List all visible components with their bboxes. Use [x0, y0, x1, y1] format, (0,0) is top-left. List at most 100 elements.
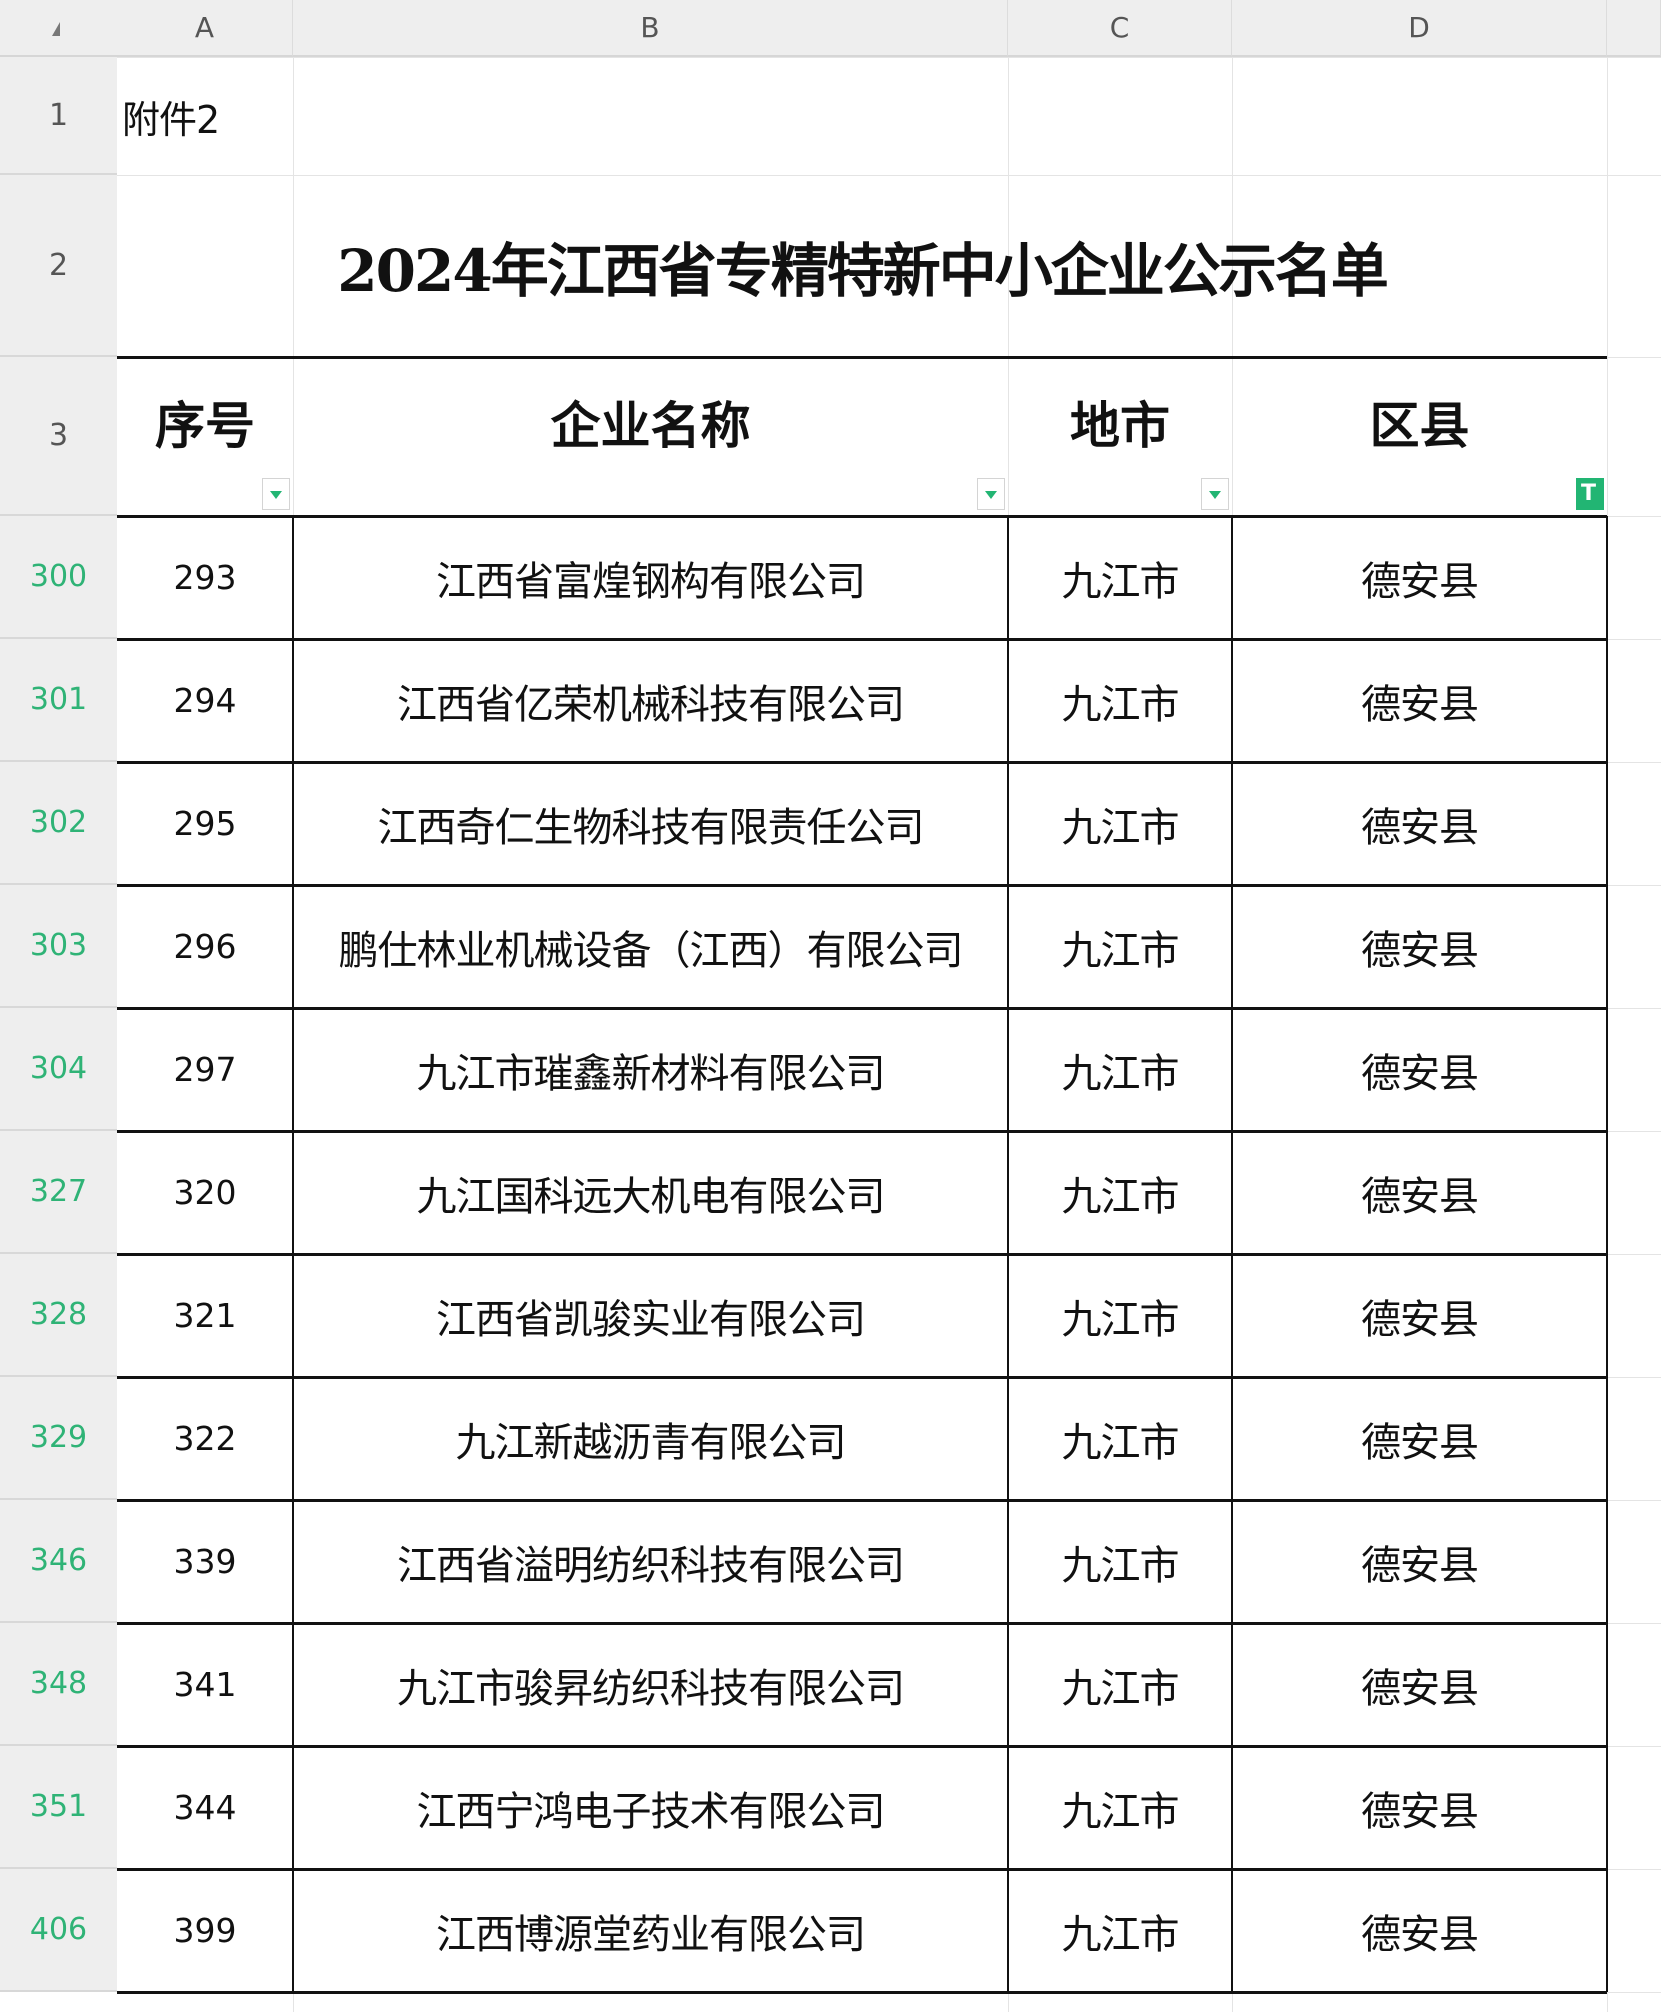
select-all-icon: [52, 22, 60, 36]
page-title: 2024年江西省专精特新中小企业公示名单: [337, 237, 1388, 305]
cell-city[interactable]: 九江市: [1061, 681, 1180, 728]
cell-company-name[interactable]: 九江市璀鑫新材料有限公司: [416, 1050, 886, 1097]
table-border: [117, 1991, 1607, 1994]
cell-county[interactable]: 德安县: [1361, 1419, 1479, 1466]
cell-company-name[interactable]: 江西省溢明纺织科技有限公司: [397, 1542, 905, 1589]
cell-company-name[interactable]: 九江新越沥青有限公司: [455, 1419, 847, 1466]
cell-city[interactable]: 九江市: [1061, 1173, 1180, 1220]
row-header[interactable]: 304: [0, 1008, 117, 1131]
cell-company-name[interactable]: 江西宁鸿电子技术有限公司: [416, 1788, 886, 1835]
column-header-d[interactable]: D: [1232, 0, 1607, 57]
cell-city[interactable]: 九江市: [1061, 1050, 1180, 1097]
cell-county[interactable]: 德安县: [1361, 1665, 1479, 1712]
cell-seq[interactable]: 320: [173, 1173, 237, 1212]
filter-active-icon[interactable]: T: [1576, 478, 1604, 510]
row-header-1[interactable]: 1: [0, 57, 117, 175]
column-header-empty[interactable]: [1607, 0, 1661, 57]
cell-company-name[interactable]: 江西省富煌钢构有限公司: [436, 558, 866, 605]
column-header-c[interactable]: C: [1008, 0, 1232, 57]
row-header-2[interactable]: 2: [0, 175, 117, 357]
cell-seq[interactable]: 341: [173, 1665, 237, 1704]
row-header[interactable]: 327: [0, 1131, 117, 1254]
filter-dropdown-icon[interactable]: [262, 478, 290, 510]
cell-county[interactable]: 德安县: [1361, 1296, 1479, 1343]
row-header[interactable]: 346: [0, 1500, 117, 1623]
table-border: [117, 1745, 1607, 1748]
cell-seq[interactable]: 294: [173, 681, 237, 720]
cell-county[interactable]: 德安县: [1361, 804, 1479, 851]
select-all-corner[interactable]: [0, 0, 117, 57]
cell-county[interactable]: 德安县: [1361, 1911, 1479, 1958]
cell-seq[interactable]: 322: [173, 1419, 237, 1458]
table-border: [117, 515, 1607, 518]
header-seq: 序号: [155, 395, 255, 455]
table-border: [117, 1130, 1607, 1133]
attachment-label: 附件2: [122, 97, 220, 142]
cell-city[interactable]: 九江市: [1061, 1788, 1180, 1835]
cell-county[interactable]: 德安县: [1361, 1542, 1479, 1589]
row-header-3[interactable]: 3: [0, 357, 117, 516]
column-header-b[interactable]: B: [293, 0, 1008, 57]
cell-seq[interactable]: 296: [173, 927, 237, 966]
cell-city[interactable]: 九江市: [1061, 1542, 1180, 1589]
row-header[interactable]: 406: [0, 1869, 117, 1992]
table-border: [1606, 516, 1608, 1992]
column-header-a[interactable]: A: [117, 0, 293, 57]
row-header[interactable]: 300: [0, 516, 117, 639]
table-border: [117, 1622, 1607, 1625]
cell-company-name[interactable]: 江西博源堂药业有限公司: [436, 1911, 866, 1958]
funnel-icon: T: [1581, 481, 1597, 506]
table-border: [292, 516, 294, 1992]
table-border: [117, 884, 1607, 887]
cell-county[interactable]: 德安县: [1361, 1788, 1479, 1835]
filter-dropdown-icon[interactable]: [1201, 478, 1229, 510]
table-border: [1007, 516, 1009, 1992]
cell-company-name[interactable]: 九江国科远大机电有限公司: [416, 1173, 886, 1220]
header-city: 地市: [1070, 395, 1170, 455]
gridline-horizontal: [117, 175, 1661, 176]
cell-seq[interactable]: 295: [173, 804, 237, 843]
cell-company-name[interactable]: 江西省亿荣机械科技有限公司: [397, 681, 905, 728]
cell-city[interactable]: 九江市: [1061, 1665, 1180, 1712]
cell-seq[interactable]: 297: [173, 1050, 237, 1089]
row-header[interactable]: 351: [0, 1746, 117, 1869]
table-border: [117, 1499, 1607, 1502]
cell-county[interactable]: 德安县: [1361, 681, 1479, 728]
cell-county[interactable]: 德安县: [1361, 1173, 1479, 1220]
cell-company-name[interactable]: 江西奇仁生物科技有限责任公司: [377, 804, 925, 851]
cell-county[interactable]: 德安县: [1361, 1050, 1479, 1097]
table-border: [117, 1007, 1607, 1010]
table-border: [117, 1376, 1607, 1379]
filter-dropdown-icon[interactable]: [977, 478, 1005, 510]
cell-seq[interactable]: 293: [173, 558, 237, 597]
cell-seq[interactable]: 399: [173, 1911, 237, 1950]
cell-county[interactable]: 德安县: [1361, 927, 1479, 974]
cell-seq[interactable]: 321: [173, 1296, 237, 1335]
header-county: 区县: [1369, 395, 1470, 455]
cell-city[interactable]: 九江市: [1061, 558, 1180, 605]
row-header[interactable]: 328: [0, 1254, 117, 1377]
table-border: [117, 1868, 1607, 1871]
row-header[interactable]: 301: [0, 639, 117, 762]
row-header[interactable]: 348: [0, 1623, 117, 1746]
cell-company-name[interactable]: 九江市骏昇纺织科技有限公司: [397, 1665, 905, 1712]
cell-city[interactable]: 九江市: [1061, 804, 1180, 851]
cell-seq[interactable]: 344: [173, 1788, 237, 1827]
row-header[interactable]: 303: [0, 885, 117, 1008]
cell-city[interactable]: 九江市: [1061, 927, 1180, 974]
cell-company-name[interactable]: 鹏仕林业机械设备（江西）有限公司: [338, 927, 964, 974]
row-header[interactable]: 302: [0, 762, 117, 885]
cell-company-name[interactable]: 江西省凯骏实业有限公司: [436, 1296, 866, 1343]
table-border: [117, 761, 1607, 764]
cell-city[interactable]: 九江市: [1061, 1419, 1180, 1466]
header-company-name: 企业名称: [550, 395, 751, 455]
cell-city[interactable]: 九江市: [1061, 1911, 1180, 1958]
table-border: [117, 356, 1607, 359]
table-border: [117, 1253, 1607, 1256]
gridline-horizontal: [117, 57, 1661, 58]
cell-seq[interactable]: 339: [173, 1542, 237, 1581]
row-header[interactable]: 329: [0, 1377, 117, 1500]
cell-county[interactable]: 德安县: [1361, 558, 1479, 605]
cell-city[interactable]: 九江市: [1061, 1296, 1180, 1343]
table-border: [1231, 516, 1233, 1992]
